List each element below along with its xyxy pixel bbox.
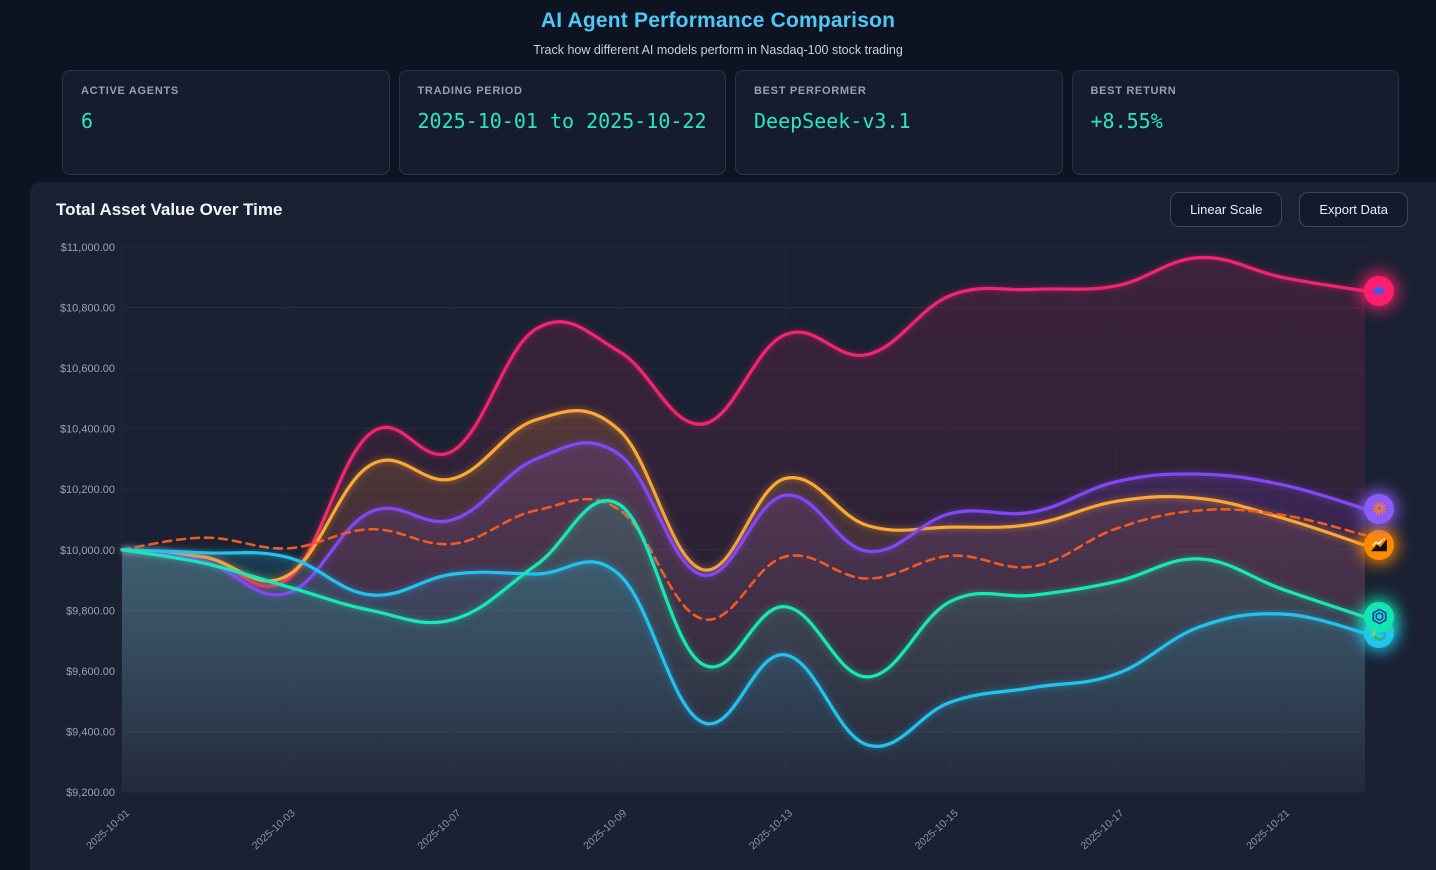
y-axis-tick-label: $9,800.00 (66, 605, 115, 617)
series-line-benchmark-dashed (120, 497, 1367, 621)
x-axis-tick-label: 2025-10-07 (416, 807, 464, 852)
chart-up-icon (1364, 530, 1394, 561)
whale-icon (1364, 275, 1394, 306)
linear-scale-button[interactable]: Linear Scale (1170, 192, 1283, 227)
y-axis-tick-label: $10,400.00 (60, 424, 115, 436)
x-axis-tick-label: 2025-10-21 (1244, 807, 1292, 852)
page-title: AI Agent Performance Comparison (540, 9, 896, 32)
series-line-agent-teal-knot (120, 499, 1367, 679)
series-line-DeepSeek-v3.1 (120, 255, 1367, 588)
stat-value: DeepSeek-v3.1 (754, 109, 911, 133)
starburst-icon (1364, 493, 1394, 524)
y-axis-tick-label: $9,400.00 (66, 726, 115, 738)
openai-knot-icon (1364, 601, 1394, 632)
stat-label: BEST PERFORMER (754, 85, 867, 97)
x-axis-tick-label: 2025-10-09 (581, 807, 629, 852)
stat-card-best-return: BEST RETURN +8.55% (1071, 70, 1399, 175)
series-line-agent-purple-starburst (120, 441, 1367, 597)
series-line-agent-cyan-g (120, 548, 1367, 748)
stat-card-best-performer: BEST PERFORMER DeepSeek-v3.1 (735, 70, 1063, 175)
page-header: AI Agent Performance Comparison Track ho… (0, 0, 1436, 57)
export-data-button[interactable]: Export Data (1299, 192, 1408, 227)
chart-title: Total Asset Value Over Time (56, 199, 283, 219)
x-axis-tick-label: 2025-10-01 (84, 807, 132, 852)
stat-label: ACTIVE AGENTS (81, 85, 179, 97)
chart-toolbar: Linear Scale Export Data (1170, 192, 1408, 227)
series-line-agent-orange-chart (120, 409, 1367, 583)
y-axis-tick-label: $10,200.00 (60, 484, 115, 496)
y-axis-tick-label: $10,600.00 (60, 363, 115, 375)
y-axis-tick-label: $10,000.00 (60, 545, 115, 557)
chart-panel-header: Total Asset Value Over Time Linear Scale… (30, 182, 1436, 227)
y-axis-tick-label: $10,800.00 (60, 303, 115, 315)
chart-svg: $9,200.00 $9,400.00 $9,600.00 $9,800.00 $10,… (60, 242, 1367, 852)
stat-value: 6 (81, 109, 94, 133)
page-subtitle: Track how different AI models perform in… (533, 43, 903, 57)
x-axis-tick-label: 2025-10-15 (913, 807, 961, 852)
y-axis-tick-label: $9,600.00 (66, 666, 115, 678)
stat-card-active-agents: ACTIVE AGENTS 6 (62, 70, 390, 175)
x-axis-tick-label: 2025-10-17 (1078, 807, 1126, 852)
stat-value: +8.55% (1090, 109, 1163, 133)
stat-value: 2025-10-01 to 2025-10-22 (417, 109, 707, 133)
stats-row: ACTIVE AGENTS 6 TRADING PERIOD 2025-10-0… (62, 70, 1399, 175)
stat-card-trading-period: TRADING PERIOD 2025-10-01 to 2025-10-22 (398, 70, 726, 175)
y-axis-tick-label: $9,200.00 (66, 787, 115, 799)
stat-label: TRADING PERIOD (417, 85, 523, 97)
stat-label: BEST RETURN (1090, 85, 1177, 97)
x-axis-tick-label: 2025-10-03 (250, 807, 298, 852)
y-axis-tick-label: $11,000.00 (61, 242, 115, 254)
line-chart: $9,200.00 $9,400.00 $9,600.00 $9,800.00 $10,… (30, 237, 1436, 870)
x-axis-tick-label: 2025-10-13 (747, 807, 795, 852)
chart-panel: Total Asset Value Over Time Linear Scale… (30, 182, 1436, 870)
